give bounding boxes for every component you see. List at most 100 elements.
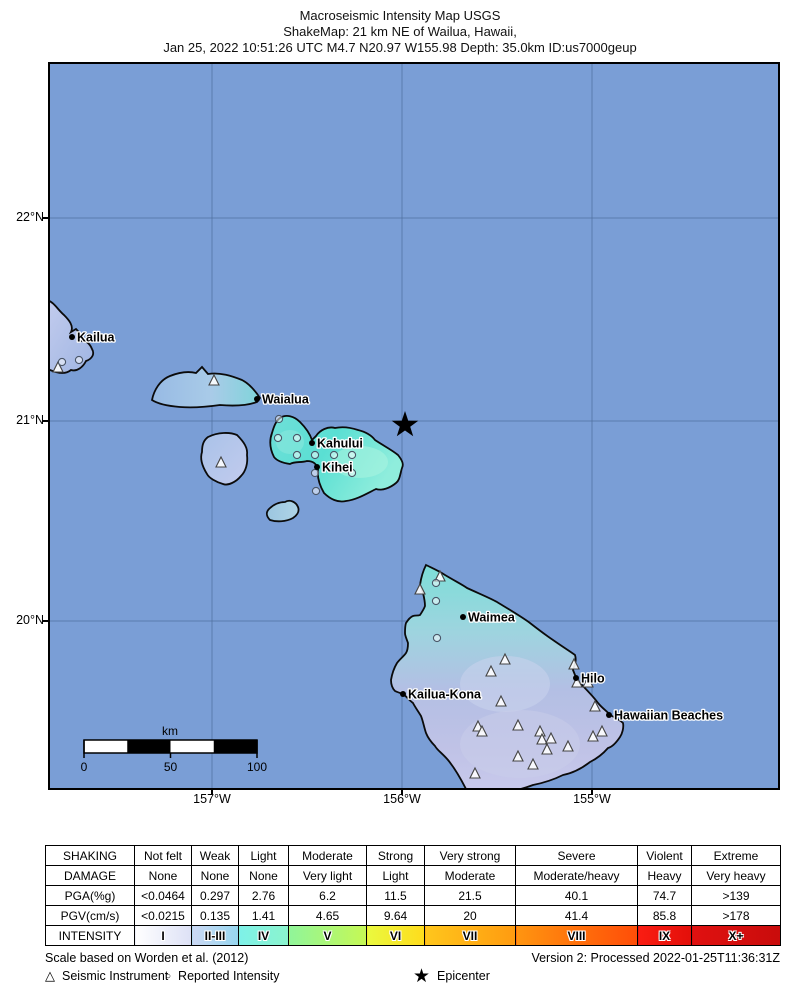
table-cell-pgag-8: >139: [691, 885, 781, 906]
lat-tick: [43, 420, 48, 422]
lat-tick: [43, 217, 48, 219]
seismic-instrument-icon: [495, 694, 507, 707]
table-cell-pgag-6: 40.1: [515, 885, 638, 906]
legend-item-triangle: △ Seismic Instrument: [45, 966, 168, 986]
map-canvas: Kailua Waialua Kahului Kihei Waimea Kailua-Ko…: [48, 62, 780, 790]
city-dot: [69, 334, 75, 340]
table-cell-pgag-2: 2.76: [238, 885, 289, 906]
table-cell-pgag-3: 6.2: [288, 885, 367, 906]
lon-tick: [591, 790, 593, 795]
city-dot: [400, 691, 406, 697]
city-dot: [573, 675, 579, 681]
legend-item-star: ★ Epicenter: [413, 966, 490, 987]
seismic-instrument-icon: [589, 699, 601, 712]
reported-intensity-icon: [431, 596, 441, 606]
table-cell-shaking-5: Very strong: [424, 845, 516, 866]
city-label: Kailua: [77, 331, 116, 345]
table-row-label: PGA(%g): [45, 885, 135, 906]
seismic-instrument-icon: [571, 675, 583, 688]
table-cell-intensity-2: IV: [238, 925, 289, 946]
table-cell-pgvcms-6: 41.4: [515, 905, 638, 926]
table-cell-intensity-5: VII: [424, 925, 516, 946]
table-cell-shaking-2: Light: [238, 845, 289, 866]
table-cell-pgvcms-0: <0.0215: [134, 905, 192, 926]
legend-label: Epicenter: [437, 969, 490, 983]
intensity-scale-table: SHAKING Not felt Weak Light Moderate Strong Ve…: [45, 845, 781, 946]
table-cell-intensity-6: VIII: [515, 925, 638, 946]
scale-bar-segment: [127, 740, 171, 753]
city-dot: [606, 712, 612, 718]
reported-intensity-icon: [431, 578, 441, 588]
table-cell-pgvcms-3: 4.65: [288, 905, 367, 926]
reported-intensity-icon: [310, 468, 320, 478]
table-cell-shaking-4: Strong: [366, 845, 425, 866]
city-dot: [460, 614, 466, 620]
island-kahoolawe: [265, 499, 300, 523]
table-cell-damage-6: Moderate/heavy: [515, 865, 638, 886]
seismic-instrument-icon: [541, 742, 553, 755]
reported-intensity-icon: [310, 450, 320, 460]
reported-intensity-icon: [57, 357, 67, 367]
lon-tick: [211, 790, 213, 795]
seismic-instrument-icon: [208, 373, 220, 386]
lon-tick: [401, 790, 403, 795]
island-lanai: [200, 432, 249, 486]
map-svg: Kailua Waialua Kahului Kihei Waimea Kailua-Ko…: [50, 64, 778, 788]
epicenter-marker: [391, 411, 419, 437]
seismic-instrument-icon: [587, 729, 599, 742]
city-dot: [314, 464, 320, 470]
table-cell-pgag-5: 21.5: [424, 885, 516, 906]
table-cell-intensity-7: IX: [637, 925, 692, 946]
seismic-instrument-icon: [512, 749, 524, 762]
reported-intensity-icon: [311, 486, 321, 496]
station-markers: [52, 355, 608, 779]
lon-tick-label: 156°W: [383, 792, 421, 806]
terrain-shading-west-maui: [276, 430, 304, 454]
city-label: Kailua-Kona: [408, 688, 482, 702]
table-row-label: INTENSITY: [45, 925, 135, 946]
table-cell-shaking-3: Moderate: [288, 845, 367, 866]
table-cell-pgag-1: 0.297: [191, 885, 239, 906]
table-cell-damage-4: Light: [366, 865, 425, 886]
title-line-1: Macroseismic Intensity Map USGS: [299, 8, 501, 23]
seismic-instrument-icon: [215, 455, 227, 468]
scale-bar-label-100: 100: [247, 760, 267, 774]
seismic-instrument-icon: [596, 724, 608, 737]
table-cell-damage-7: Heavy: [637, 865, 692, 886]
table-cell-pgvcms-8: >178: [691, 905, 781, 926]
table-cell-damage-1: None: [191, 865, 239, 886]
seismic-instrument-icon: [499, 652, 511, 665]
terrain-shading-mauna-loa: [460, 710, 580, 778]
table-cell-intensity-0: I: [134, 925, 192, 946]
table-cell-shaking-6: Severe: [515, 845, 638, 866]
table-cell-intensity-1: II-III: [191, 925, 239, 946]
islands: [50, 300, 625, 788]
seismic-instrument-icon: [414, 582, 426, 595]
table-cell-shaking-7: Violent: [637, 845, 692, 866]
lat-tick-label: 22°N: [16, 210, 44, 224]
scale-bar: km 0 50 100: [81, 724, 268, 774]
seismic-instrument-icon: [434, 569, 446, 582]
reported-intensity-icon: [273, 433, 283, 443]
terrain-shading-haleakala: [332, 446, 388, 478]
reported-intensity-icon: [274, 414, 284, 424]
table-cell-intensity-3: V: [288, 925, 367, 946]
lon-tick-label: 157°W: [193, 792, 231, 806]
reported-intensity-icon: [432, 633, 442, 643]
seismic-instrument-icon: [536, 732, 548, 745]
table-cell-pgag-4: 11.5: [366, 885, 425, 906]
seismic-instrument-icon: [52, 360, 64, 373]
table-cell-shaking-1: Weak: [191, 845, 239, 866]
city-dot: [309, 440, 315, 446]
scale-bar-unit: km: [162, 724, 178, 738]
city-label: Kihei: [322, 461, 353, 475]
seismic-instrument-icon: [469, 766, 481, 779]
table-row-label: DAMAGE: [45, 865, 135, 886]
epicenter-star-icon: [391, 411, 419, 437]
city-label: Waimea: [468, 611, 516, 625]
table-cell-shaking-8: Extreme: [691, 845, 781, 866]
scale-bar-label-0: 0: [81, 760, 88, 774]
reported-intensity-icon: [292, 433, 302, 443]
lon-tick-label: 155°W: [573, 792, 611, 806]
